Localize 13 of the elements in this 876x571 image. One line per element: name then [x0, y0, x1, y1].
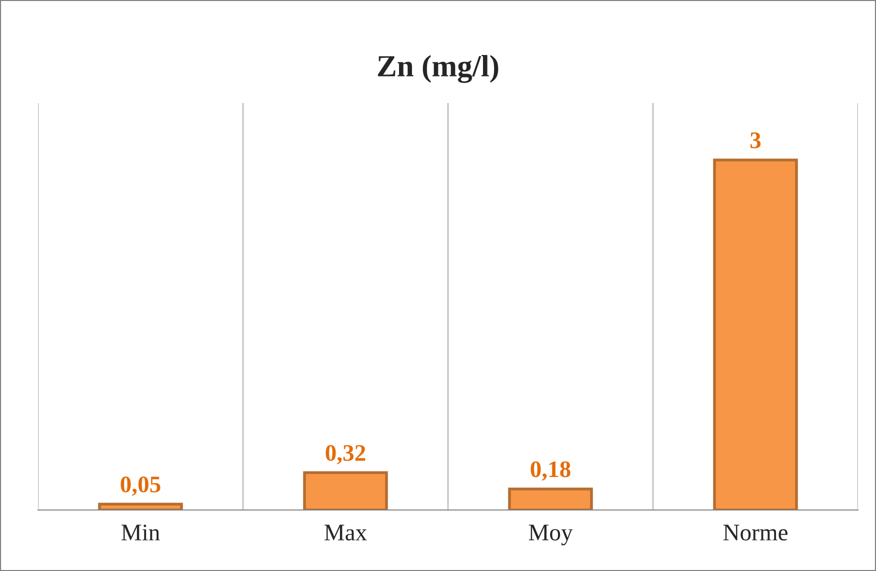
data-label: 3 — [750, 132, 761, 148]
x-tick-label: Max — [324, 524, 367, 541]
bar — [98, 502, 183, 510]
data-label: 0,32 — [326, 444, 366, 464]
data-label: 0,05 — [120, 476, 160, 496]
data-label: 0,18 — [530, 461, 570, 481]
bar — [713, 158, 798, 510]
x-tick-label: Moy — [528, 524, 573, 546]
bar — [303, 471, 388, 510]
chart-title: Zn (mg/l) — [378, 55, 498, 83]
bar — [508, 488, 593, 510]
x-tick-label: Norme — [723, 524, 788, 541]
x-tick-label: Min — [122, 524, 160, 540]
